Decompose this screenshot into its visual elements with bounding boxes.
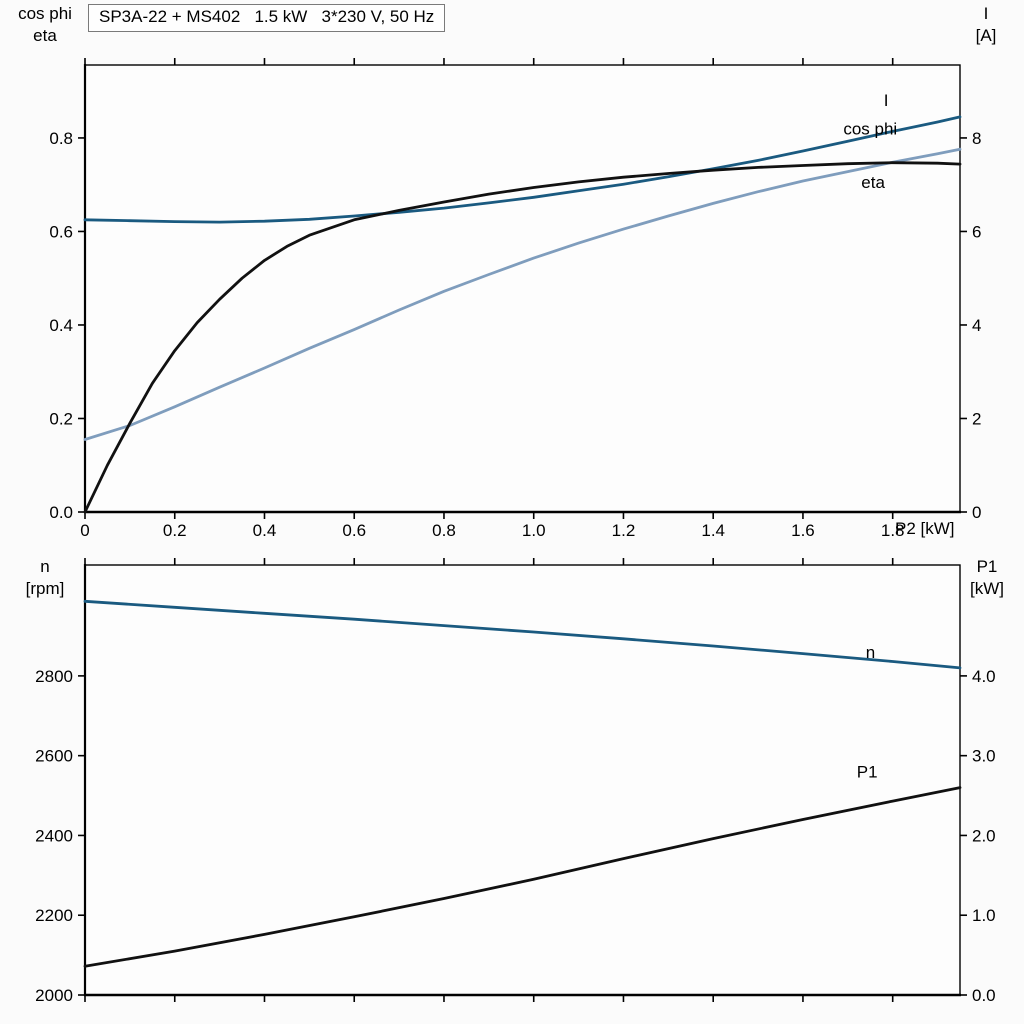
left-tick-label: 0.2	[49, 409, 73, 428]
bottom-right-axis-title-line-1: P1	[976, 557, 998, 576]
left-tick-label: 2400	[35, 826, 73, 845]
bottom-chart-left-axis-title: n [rpm]	[2, 556, 88, 600]
top-chart-right-axis-title: I [A]	[943, 3, 1024, 47]
bottom-plot-frame	[84, 564, 961, 996]
right-tick-label: 1.0	[972, 906, 996, 925]
left-axis-title-line-1: cos phi	[18, 4, 72, 23]
left-tick-label: 0.0	[49, 503, 73, 522]
left-tick-label: 2200	[35, 906, 73, 925]
right-tick-label: 8	[972, 129, 981, 148]
left-tick-label: 0.6	[49, 222, 73, 241]
right-tick-label: 6	[972, 222, 981, 241]
I-curve	[83, 115, 962, 224]
right-axis-title-line-2: [A]	[975, 26, 997, 45]
cos-phi-curve	[83, 147, 962, 441]
bottom-left-axis-title-line-1: n	[40, 557, 50, 576]
top-plot-frame	[84, 64, 961, 513]
right-axis-title-line-1: I	[983, 4, 989, 23]
x-tick-label: 1.6	[791, 521, 815, 540]
right-tick-label: 0.0	[972, 986, 996, 1005]
top-chart-canvas: 0 0.2 0.4 0.6 0.8 1.0 1.2 1.4 1.6 1.8 0.0 0.2 0.4 0.6…	[49, 58, 981, 540]
x-tick-label: 1.2	[612, 521, 636, 540]
x-tick-label: 0.4	[253, 521, 277, 540]
cos-phi-curve-label: cos phi	[843, 119, 897, 138]
bottom-chart-right-axis-title: P1 [kW]	[944, 556, 1024, 600]
right-tick-label: 2	[972, 409, 981, 428]
eta-curve-label: eta	[861, 173, 885, 192]
x-tick-label: 0	[80, 521, 89, 540]
left-tick-label: 2000	[35, 986, 73, 1005]
x-axis-label: P2 [kW]	[895, 519, 955, 538]
right-tick-label: 4	[972, 316, 981, 335]
left-tick-label: 0.8	[49, 129, 73, 148]
bottom-right-axis-title-line-2: [kW]	[970, 579, 1004, 598]
P1-curve	[83, 786, 962, 968]
n-curve-label: n	[866, 643, 875, 662]
x-tick-label: 0.8	[432, 521, 456, 540]
x-tick-label: 1.4	[701, 521, 725, 540]
right-tick-label: 3.0	[972, 747, 996, 766]
bottom-chart-canvas: 2000 2200 2400 2600 2800 0.0 1.0 2.0 3.0 4.0 n P1	[35, 558, 996, 1005]
I-curve-label: I	[884, 91, 889, 110]
chart-title-box: SP3A-22 + MS402 1.5 kW 3*230 V, 50 Hz	[88, 4, 446, 32]
right-tick-label: 2.0	[972, 826, 996, 845]
P1-curve-label: P1	[857, 763, 878, 782]
n-curve	[83, 599, 962, 670]
left-tick-label: 2600	[35, 747, 73, 766]
right-tick-label: 0	[972, 503, 981, 522]
x-tick-label: 1.8	[881, 521, 905, 540]
right-tick-label: 4.0	[972, 667, 996, 686]
bottom-left-axis-title-line-2: [rpm]	[25, 579, 65, 598]
left-tick-label: 2800	[35, 667, 73, 686]
x-tick-label: 1.0	[522, 521, 546, 540]
x-tick-label: 0.2	[163, 521, 187, 540]
left-tick-label: 0.4	[49, 316, 73, 335]
eta-curve	[83, 161, 962, 514]
top-chart-left-axis-title: cos phi eta	[2, 3, 88, 47]
x-tick-label: 0.6	[342, 521, 366, 540]
left-axis-title-line-2: eta	[33, 26, 57, 45]
